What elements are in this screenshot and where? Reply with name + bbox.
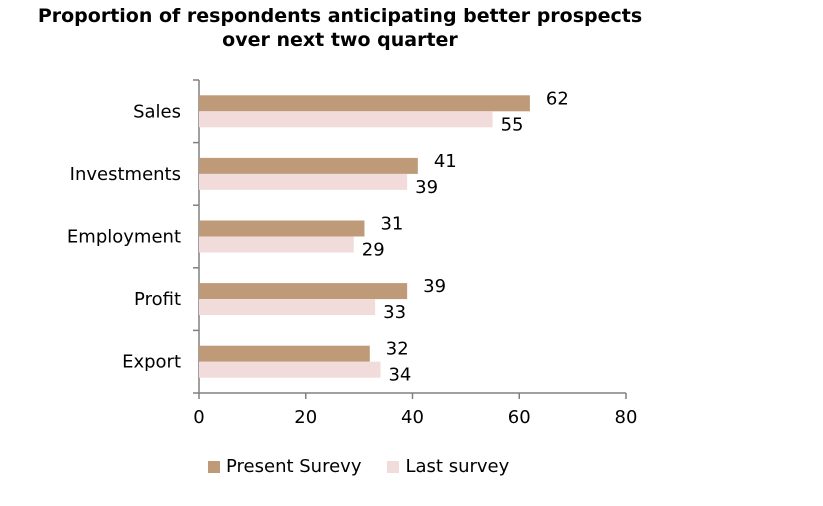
y-category-label: Employment bbox=[67, 227, 181, 248]
chart-title-line-2: over next two quarter bbox=[222, 29, 458, 51]
legend-label-present: Present Surevy bbox=[226, 456, 362, 477]
data-label: 33 bbox=[383, 302, 406, 323]
data-label: 55 bbox=[501, 114, 524, 135]
data-label: 29 bbox=[362, 240, 385, 261]
y-category-label: Profit bbox=[134, 289, 181, 310]
x-tick-label: 0 bbox=[193, 407, 204, 428]
bar-present bbox=[199, 220, 365, 237]
bar-last bbox=[199, 173, 408, 190]
chart-title: Proportion of respondents anticipating b… bbox=[0, 4, 680, 52]
data-label: 32 bbox=[386, 339, 409, 360]
legend-item-last: Last survey bbox=[387, 456, 509, 477]
legend-swatch-last bbox=[387, 460, 400, 473]
data-label: 39 bbox=[423, 276, 446, 297]
data-label: 62 bbox=[546, 88, 569, 109]
data-label: 34 bbox=[388, 365, 411, 386]
bar-present bbox=[199, 157, 418, 174]
bar-last bbox=[199, 111, 493, 128]
y-category-label: Export bbox=[122, 352, 181, 373]
data-label: 39 bbox=[415, 177, 438, 198]
chart-title-line-1: Proportion of respondents anticipating b… bbox=[37, 5, 643, 27]
legend-swatch-present bbox=[208, 460, 220, 473]
legend: Present Surevy Last survey bbox=[208, 456, 509, 477]
x-tick-label: 20 bbox=[294, 407, 317, 428]
bar-present bbox=[199, 283, 408, 300]
bar-present bbox=[199, 95, 530, 112]
x-tick-label: 80 bbox=[615, 407, 638, 428]
bar-last bbox=[199, 236, 354, 253]
bar-last bbox=[199, 299, 376, 316]
x-tick-label: 40 bbox=[401, 407, 424, 428]
legend-item-present: Present Surevy bbox=[208, 456, 361, 477]
data-label: 41 bbox=[434, 151, 457, 172]
y-category-label: Sales bbox=[133, 101, 181, 122]
data-label: 31 bbox=[380, 214, 403, 235]
y-category-label: Investments bbox=[70, 164, 181, 185]
legend-label-last: Last survey bbox=[405, 456, 510, 477]
bar-present bbox=[199, 345, 370, 362]
bar-last bbox=[199, 361, 381, 378]
x-tick-label: 60 bbox=[508, 407, 531, 428]
